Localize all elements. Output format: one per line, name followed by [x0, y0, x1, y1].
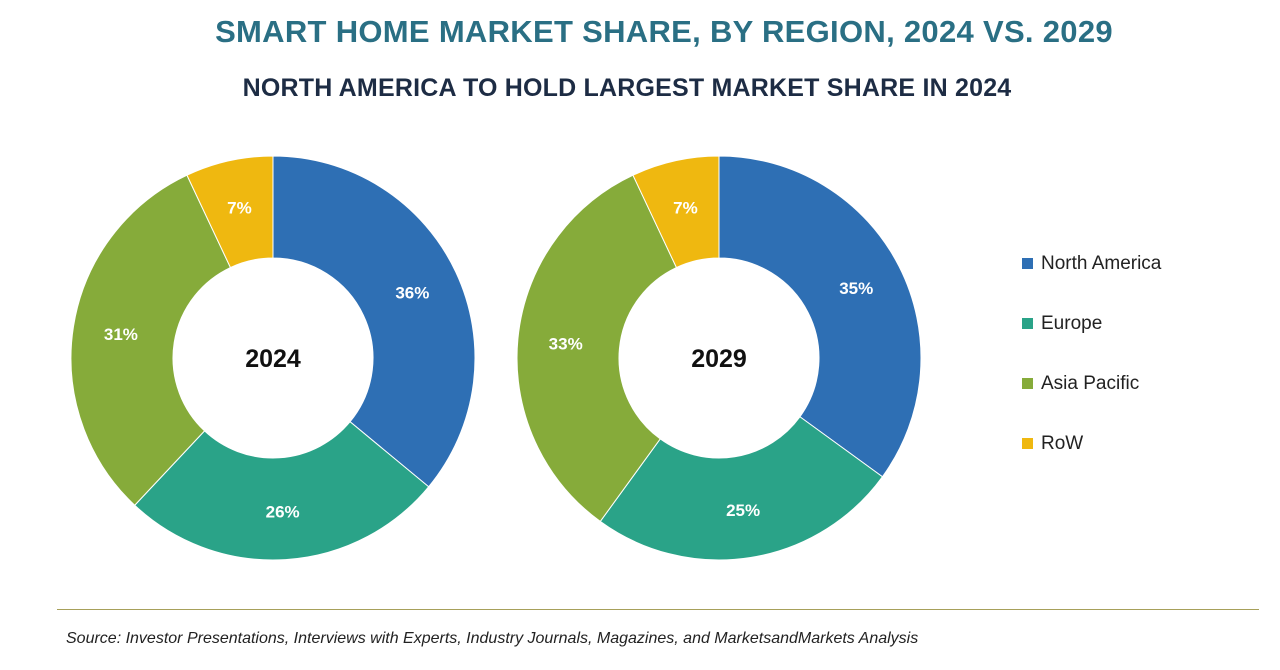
legend-item-asia-pacific: Asia Pacific [1022, 370, 1161, 397]
slice-2029-asia-pacific [516, 174, 678, 523]
legend-label-asia-pacific: Asia Pacific [1041, 372, 1140, 394]
donut-charts: 36% 26% 31% 7% 2024 35% 25% 33% 7% 2029 [70, 155, 922, 561]
slice-2029-row [632, 155, 720, 269]
donut-2024: 36% 26% 31% 7% 2024 [70, 155, 476, 561]
slice-label-2029-row: 7% [673, 199, 698, 218]
legend-swatch-asia-pacific [1022, 378, 1033, 389]
legend-item-europe: Europe [1022, 310, 1161, 337]
donut-center-label-2029: 2029 [691, 345, 747, 373]
slice-label-2029-north-america: 35% [839, 279, 873, 298]
slice-label-2024-row: 7% [227, 199, 252, 218]
slice-2029-north-america [718, 155, 922, 478]
legend-swatch-north-america [1022, 258, 1033, 269]
donut-center-label-2024: 2024 [245, 345, 301, 373]
legend-label-north-america: North America [1041, 252, 1162, 274]
source-divider [57, 609, 1259, 610]
chart-subtitle: NORTH AMERICA TO HOLD LARGEST MARKET SHA… [242, 74, 1012, 102]
source-note: Source: Investor Presentations, Intervie… [66, 630, 919, 647]
slice-2024-row [186, 155, 274, 269]
legend-item-row: RoW [1022, 430, 1161, 457]
slice-label-2029-europe: 25% [726, 501, 760, 520]
slice-label-2024-north-america: 36% [395, 283, 429, 302]
slice-2029-europe [599, 416, 884, 561]
chart-title: SMART HOME MARKET SHARE, BY REGION, 2024… [215, 14, 1113, 49]
slice-label-2024-europe: 26% [266, 503, 300, 522]
slice-label-2029-asia-pacific: 33% [549, 335, 583, 354]
legend-swatch-europe [1022, 318, 1033, 329]
legend-item-north-america: North America [1022, 250, 1161, 277]
legend-label-europe: Europe [1041, 312, 1103, 334]
legend-label-row: RoW [1041, 432, 1084, 454]
legend-swatch-row [1022, 438, 1033, 449]
donut-2029: 35% 25% 33% 7% 2029 [516, 155, 922, 561]
slice-2024-europe [134, 421, 430, 561]
slice-2024-asia-pacific [70, 174, 232, 506]
legend: North America Europe Asia Pacific RoW [1022, 250, 1161, 490]
slice-2024-north-america [272, 155, 476, 488]
slice-label-2024-asia-pacific: 31% [104, 325, 138, 344]
